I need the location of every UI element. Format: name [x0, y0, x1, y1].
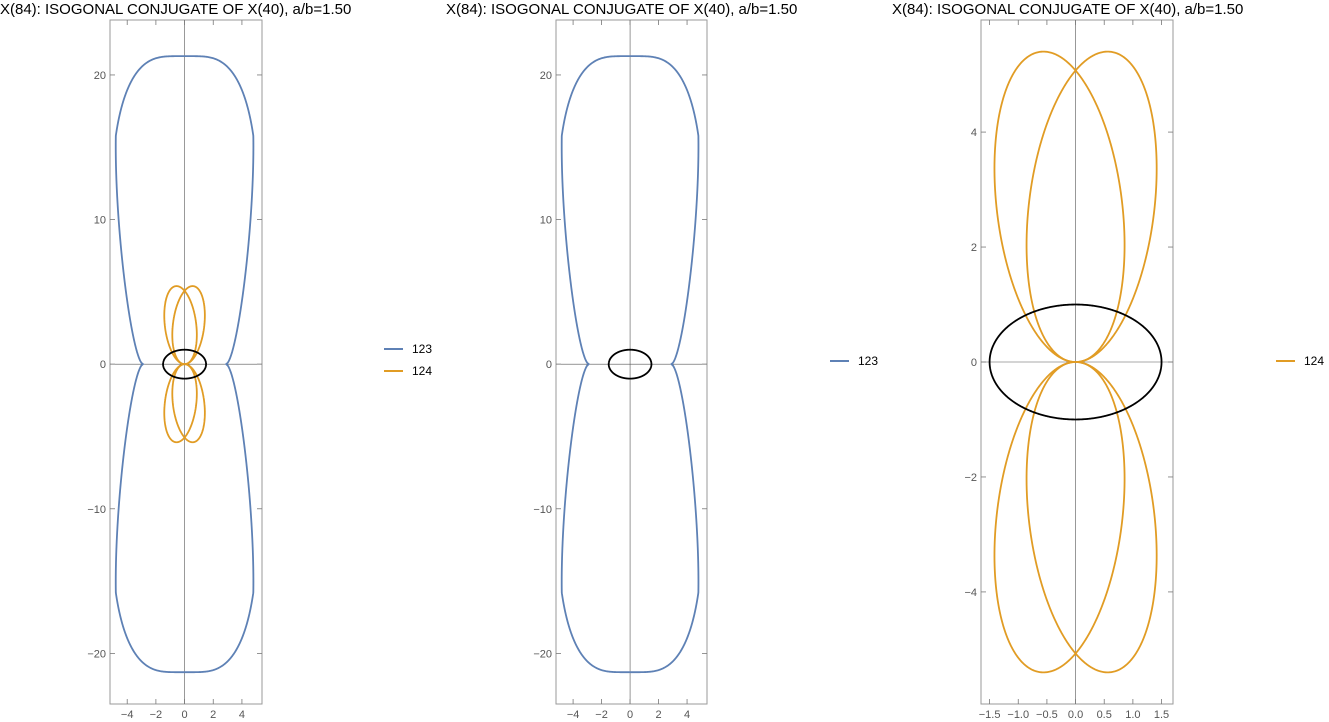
legend-label: 123	[858, 354, 879, 368]
series-circumconic-curve	[162, 348, 207, 380]
legend-item-123: 123	[384, 338, 432, 360]
y-tick-label: −10	[87, 504, 106, 516]
legend-swatch-124	[384, 370, 403, 372]
legend-item-124: 124	[1276, 350, 1324, 372]
legend-swatch-123	[384, 348, 403, 350]
legend: 123 124	[384, 338, 432, 382]
series-123-curve	[114, 55, 255, 674]
legend: 124	[1276, 350, 1324, 372]
chart-title: X(84): ISOGONAL CONJUGATE OF X(40), a/b=…	[446, 1, 798, 18]
plot-frame	[109, 19, 263, 705]
legend-label: 123	[412, 342, 433, 356]
series-124-curve	[171, 285, 206, 366]
legend-swatch-124	[1276, 360, 1295, 362]
x-tick-label: −4	[121, 709, 134, 721]
y-tick-label: 0	[100, 359, 106, 371]
y-tick-label: 20	[94, 70, 106, 82]
y-tick-label: −20	[87, 648, 106, 660]
x-tick-label: 4	[239, 709, 245, 721]
legend-swatch-123	[830, 360, 849, 362]
chart-title: X(84): ISOGONAL CONJUGATE OF X(40), a/b=…	[892, 1, 1244, 18]
legend: 123	[830, 350, 878, 372]
series-124-curve	[163, 285, 198, 366]
legend-item-124: 124	[384, 360, 432, 382]
legend-label: 124	[1304, 354, 1325, 368]
x-tick-label: 2	[210, 709, 216, 721]
y-tick-label: 10	[94, 215, 106, 227]
chart-title: X(84): ISOGONAL CONJUGATE OF X(40), a/b=…	[0, 1, 352, 18]
legend-item-123: 123	[830, 350, 878, 372]
series-124-curve	[163, 363, 198, 444]
legend-label: 124	[412, 364, 433, 378]
series-124-curve	[171, 363, 206, 444]
x-tick-label: −2	[150, 709, 163, 721]
x-tick-label: 0	[182, 709, 188, 721]
